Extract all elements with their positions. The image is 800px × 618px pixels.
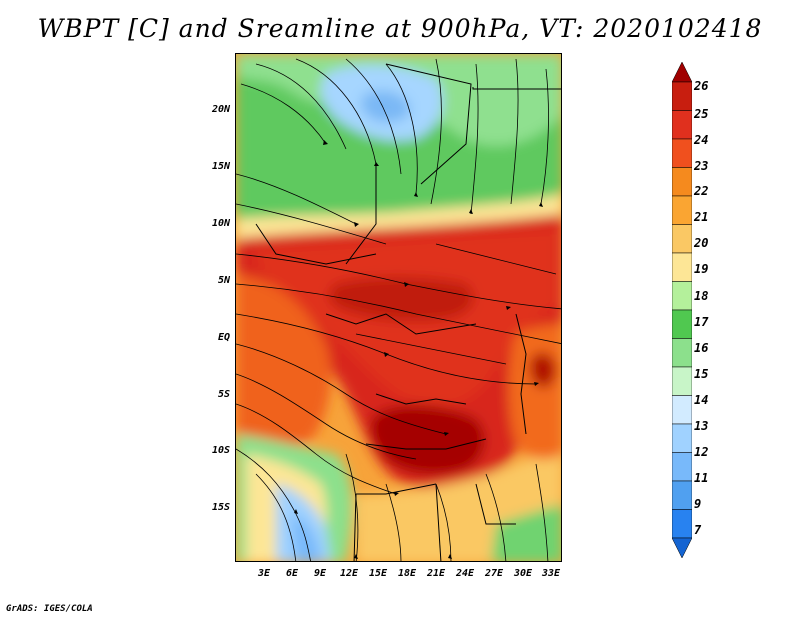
colorbar-tick-label: 26 — [694, 79, 709, 93]
colorbar-cap-top — [672, 62, 692, 83]
colorbar-swatch — [672, 395, 692, 425]
lon-label: 24E — [455, 568, 475, 579]
colorbar-swatch — [672, 110, 692, 140]
lat-label: 10N — [211, 218, 230, 229]
colorbar-tick-label: 23 — [694, 159, 709, 173]
country-borders — [255, 63, 561, 561]
colorbar-tick-label: 18 — [694, 289, 709, 303]
colorbar-swatch — [672, 224, 692, 254]
colorbar-tick-label: 17 — [694, 315, 709, 329]
lat-label: EQ — [217, 332, 230, 343]
colorbar-tick-label: 20 — [694, 236, 709, 250]
colorbar-tick-label: 22 — [694, 184, 709, 198]
colorbar-tick-label: 9 — [694, 497, 702, 511]
colorbar-tick-label: 24 — [694, 133, 709, 147]
lon-label: 6E — [285, 568, 299, 579]
colorbar-swatch — [672, 480, 692, 510]
colorbar-swatch — [672, 138, 692, 168]
lon-label: 21E — [426, 568, 446, 579]
map-panel — [235, 53, 562, 562]
colorbar-swatch — [672, 195, 692, 225]
lat-label: 15S — [211, 502, 230, 513]
colorbar-swatch — [672, 81, 692, 111]
colorbar-tick-label: 19 — [694, 262, 709, 276]
wbpt-field — [236, 54, 561, 561]
colorbar-swatch — [672, 309, 692, 339]
colorbar-swatch — [672, 252, 692, 282]
colorbar-tick-label: 13 — [694, 419, 709, 433]
colorbar-swatch — [672, 423, 692, 453]
streamlines — [236, 58, 561, 561]
lat-label: 5S — [217, 389, 230, 400]
colorbar-tick-label: 25 — [694, 107, 709, 121]
lon-label: 27E — [484, 568, 504, 579]
lat-label: 5N — [217, 275, 230, 286]
colorbar-swatch — [672, 338, 692, 368]
colorbar-swatch — [672, 281, 692, 311]
wbpt-map — [236, 54, 561, 561]
colorbar-swatch — [672, 452, 692, 482]
colorbar-tick-label: 12 — [694, 445, 709, 459]
colorbar-swatch — [672, 167, 692, 197]
colorbar-swatch — [672, 366, 692, 396]
colorbar-tick-label: 16 — [694, 341, 709, 355]
colorbar-tick-label: 11 — [694, 471, 709, 485]
colorbar-tick-label: 15 — [694, 367, 709, 381]
lon-label: 18E — [397, 568, 417, 579]
lat-label: 10S — [211, 445, 230, 456]
streamline-arrows — [294, 140, 543, 559]
lon-label: 33E — [541, 568, 561, 579]
lon-label: 15E — [368, 568, 388, 579]
lon-label: 3E — [257, 568, 271, 579]
colorbar — [672, 62, 692, 558]
lon-label: 12E — [339, 568, 359, 579]
colorbar-tick-label: 14 — [694, 393, 709, 407]
colorbar-cap-bottom — [672, 537, 692, 558]
colorbar-swatch — [672, 509, 692, 539]
lon-label: 30E — [513, 568, 533, 579]
lon-label: 9E — [313, 568, 327, 579]
footer-credit: GrADS: IGES/COLA — [6, 604, 93, 614]
chart-title: WBPT [C] and Sreamline at 900hPa, VT: 20… — [37, 14, 763, 43]
lat-label: 15N — [211, 161, 230, 172]
colorbar-tick-label: 21 — [694, 210, 709, 224]
lat-label: 20N — [211, 104, 230, 115]
colorbar-tick-label: 7 — [694, 523, 702, 537]
